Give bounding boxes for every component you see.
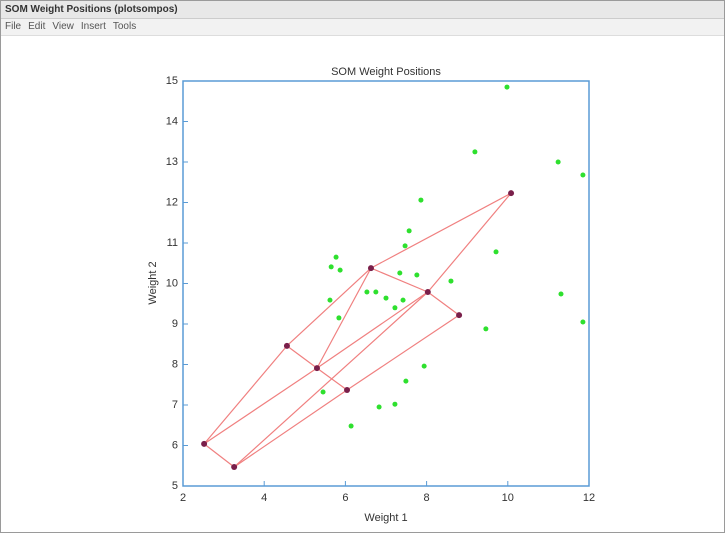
plot-area — [182, 80, 590, 487]
data-point — [555, 159, 561, 165]
menu-item[interactable]: File — [5, 21, 22, 32]
som-link — [233, 389, 348, 468]
data-point — [558, 291, 564, 297]
data-point — [392, 305, 398, 311]
y-tick-label: 5 — [172, 480, 178, 492]
data-point — [403, 378, 409, 384]
som-link — [286, 345, 318, 369]
x-tick-label: 6 — [342, 492, 348, 504]
x-axis-label: Weight 1 — [364, 512, 407, 524]
data-point — [328, 264, 334, 270]
data-point — [472, 149, 478, 155]
data-point — [392, 401, 398, 407]
neuron — [231, 463, 238, 470]
x-tick-label: 4 — [261, 492, 267, 504]
som-link — [203, 367, 318, 445]
x-tick-label: 12 — [583, 492, 595, 504]
data-point — [504, 84, 510, 90]
som-link — [346, 314, 460, 391]
data-point — [418, 197, 424, 203]
chart: SOM Weight Positions Weight 1 Weight 2 2… — [147, 66, 595, 524]
data-point — [400, 297, 406, 303]
y-tick-label: 11 — [167, 237, 178, 249]
neuron — [283, 342, 290, 349]
y-axis-label: Weight 2 — [147, 261, 159, 304]
neuron — [508, 190, 515, 197]
data-point — [406, 228, 412, 234]
som-link — [427, 291, 460, 316]
data-point — [320, 389, 326, 395]
x-tick-label: 2 — [180, 492, 186, 504]
y-tick-label: 12 — [166, 196, 178, 208]
x-tick-label: 8 — [424, 492, 430, 504]
y-tick-label: 7 — [172, 399, 178, 411]
som-link — [316, 267, 372, 369]
data-point — [333, 254, 339, 260]
data-point — [448, 278, 454, 284]
menu-item[interactable]: Insert — [80, 21, 106, 32]
som-link — [316, 291, 429, 369]
neuron — [344, 387, 351, 394]
data-point — [376, 404, 382, 410]
som-link — [286, 267, 372, 347]
y-tick-label: 8 — [172, 358, 178, 370]
data-point — [421, 363, 427, 369]
som-link — [370, 192, 512, 269]
neuron — [456, 312, 463, 319]
x-tick-label: 10 — [502, 492, 514, 504]
y-tick-label: 14 — [166, 115, 178, 127]
som-link — [427, 192, 512, 293]
chart-title: SOM Weight Positions — [331, 66, 441, 78]
neuron — [313, 365, 320, 372]
data-point — [493, 249, 499, 255]
neuron — [424, 289, 431, 296]
menu-bar: File Edit View Insert Tools — [1, 19, 724, 36]
som-link — [370, 267, 429, 293]
som-link — [233, 291, 429, 468]
data-point — [337, 267, 343, 273]
y-tick-label: 6 — [172, 439, 178, 451]
data-point — [414, 272, 420, 278]
menu-item[interactable]: View — [52, 21, 74, 32]
y-tick-label: 15 — [166, 75, 178, 87]
y-tick-label: 10 — [166, 277, 178, 289]
neuron — [367, 265, 374, 272]
y-tick-label: 9 — [172, 318, 178, 330]
data-point — [327, 297, 333, 303]
som-link — [203, 443, 235, 468]
menu-item[interactable]: Tools — [112, 21, 137, 32]
data-point — [483, 326, 489, 332]
data-point — [373, 289, 379, 295]
data-point — [383, 295, 389, 301]
data-point — [580, 172, 586, 178]
data-point — [348, 423, 354, 429]
window-title: SOM Weight Positions (plotsompos) — [1, 1, 724, 19]
menu-item[interactable]: Edit — [28, 21, 46, 32]
y-tick-label: 13 — [166, 156, 178, 168]
data-point — [364, 289, 370, 295]
data-point — [336, 315, 342, 321]
data-point — [580, 319, 586, 325]
neuron — [201, 440, 208, 447]
data-point — [402, 243, 408, 249]
som-link — [203, 345, 288, 445]
data-point — [397, 270, 403, 276]
